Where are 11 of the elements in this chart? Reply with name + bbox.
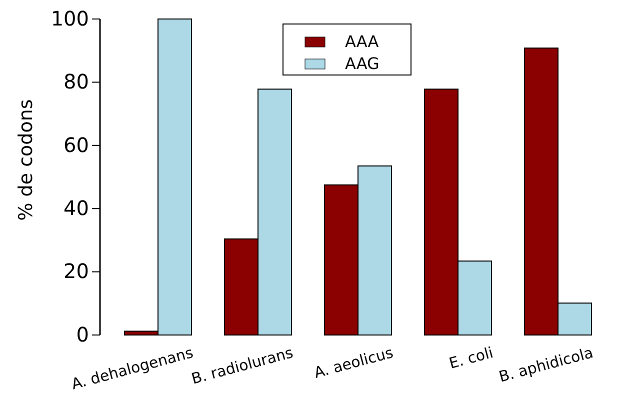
y-tick-label: 20 xyxy=(64,259,89,284)
legend-label: AAA xyxy=(345,32,379,51)
x-tick-label: E. coli xyxy=(447,343,496,372)
y-axis-title: % de codons xyxy=(15,99,37,221)
y-tick-label: 80 xyxy=(64,70,89,94)
y-tick-label: 0 xyxy=(76,322,89,346)
y-tick-label: 100 xyxy=(50,6,89,30)
y-tick-label: 40 xyxy=(64,196,89,220)
x-tick-label: A. aeolicus xyxy=(312,343,396,382)
y-tick-label: 60 xyxy=(64,132,89,157)
legend-label: AAG xyxy=(345,54,380,73)
